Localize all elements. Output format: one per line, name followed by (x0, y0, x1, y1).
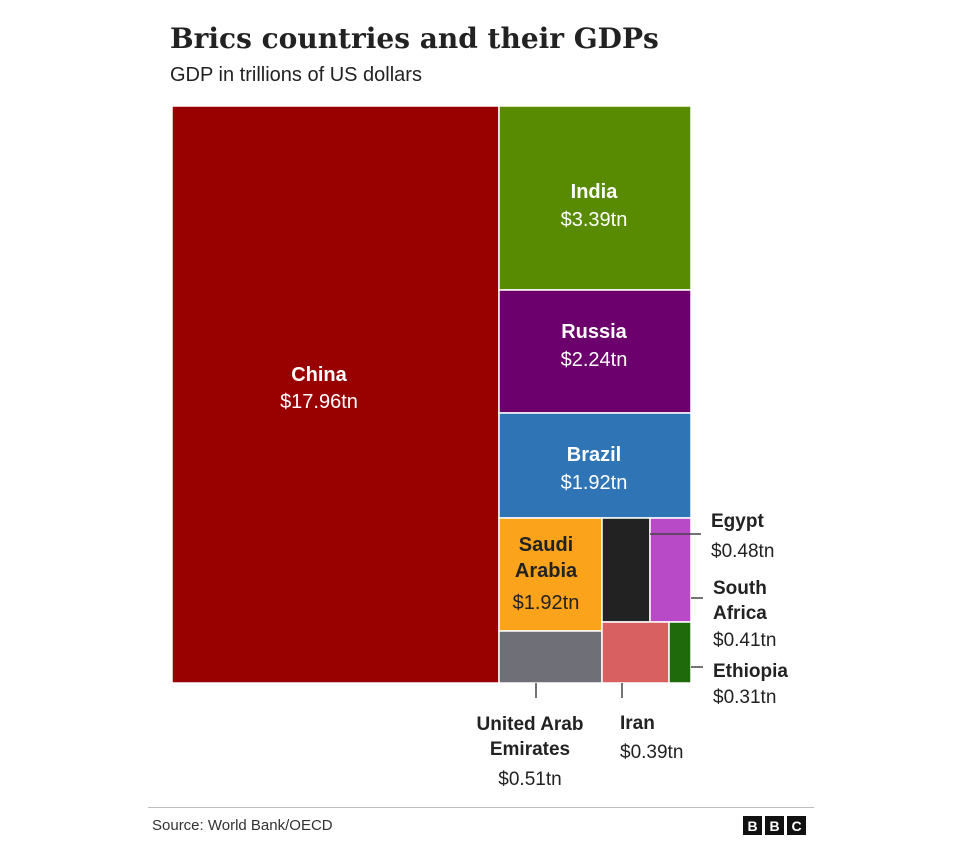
source-note: Source: World Bank/OECD (152, 817, 333, 834)
label-value-brazil: $1.92tn (561, 472, 628, 494)
label-name-russia: Russia (561, 321, 627, 343)
label-name-united-arab-emirates: Emirates (490, 739, 570, 760)
chart-subtitle: GDP in trillions of US dollars (170, 64, 422, 86)
label-value-china: $17.96tn (280, 391, 358, 413)
label-name-india: India (571, 181, 619, 203)
label-name-saudi-arabia: Saudi (519, 534, 573, 556)
label-value-united-arab-emirates: $0.51tn (498, 769, 561, 790)
bbc-logo-letter: B (765, 816, 784, 835)
tile-iran (601, 621, 670, 684)
tile-india (498, 105, 692, 291)
label-name-brazil: Brazil (567, 444, 621, 466)
label-name-egypt: Egypt (711, 511, 764, 532)
label-name-united-arab-emirates: United Arab (477, 714, 584, 735)
label-name-south-africa: South (713, 578, 767, 599)
tile-united-arab-emirates (498, 630, 603, 684)
tile-ethiopia (668, 621, 692, 684)
chart-title: Brics countries and their GDPs (170, 22, 659, 55)
tile-china (171, 105, 500, 684)
label-value-south-africa: $0.41tn (713, 630, 776, 651)
footer-divider (148, 807, 814, 808)
label-value-iran: $0.39tn (620, 742, 683, 763)
label-value-egypt: $0.48tn (711, 541, 774, 562)
label-value-ethiopia: $0.31tn (713, 687, 776, 708)
label-value-russia: $2.24tn (561, 349, 628, 371)
label-name-china: China (291, 364, 347, 386)
bbc-logo-letter: C (787, 816, 806, 835)
bbc-logo: B B C (743, 816, 806, 835)
label-name-south-africa: Africa (713, 603, 767, 624)
label-name-saudi-arabia: Arabia (515, 560, 578, 582)
label-name-iran: Iran (620, 713, 655, 734)
label-value-saudi-arabia: $1.92tn (513, 592, 580, 614)
tile-egypt (601, 517, 651, 623)
label-name-ethiopia: Ethiopia (713, 661, 788, 682)
label-value-india: $3.39tn (561, 209, 628, 231)
bbc-logo-letter: B (743, 816, 762, 835)
